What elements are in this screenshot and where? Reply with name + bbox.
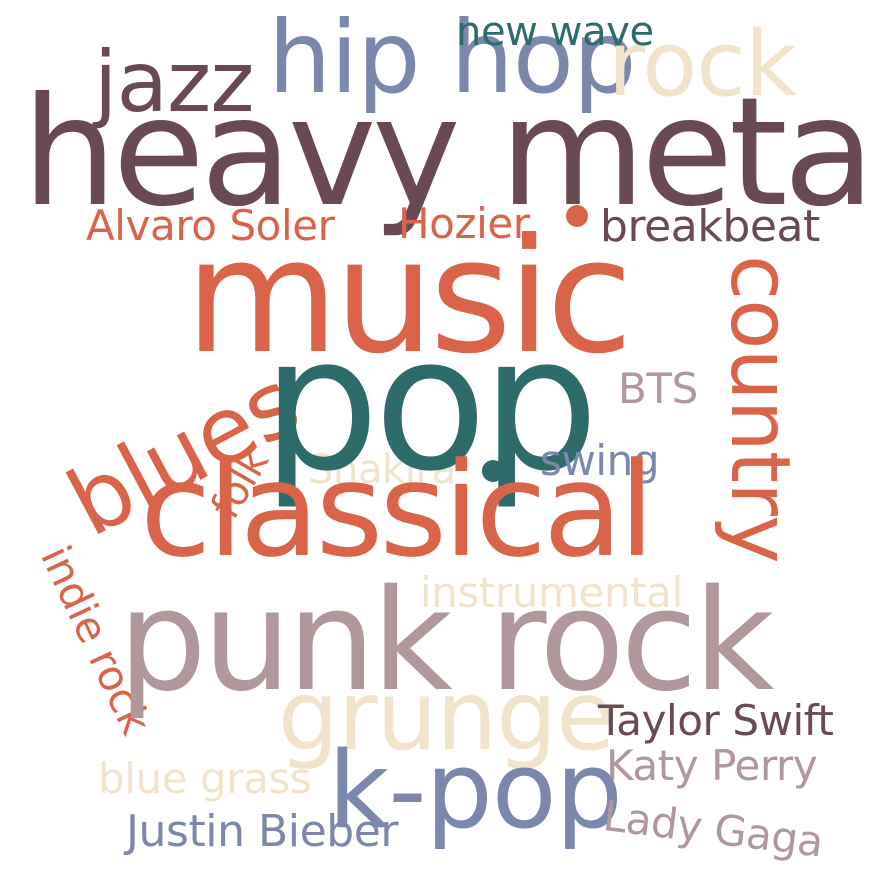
word-classical: classical — [140, 434, 655, 586]
word-country: country — [712, 255, 807, 563]
word-alvaro-soler: Alvaro Soler — [86, 201, 335, 250]
word-heavy-metal: heavy metal — [22, 66, 883, 240]
word-instrumental: instrumental — [420, 568, 683, 617]
word-swing: swing — [540, 436, 660, 485]
word-hozier: Hozier — [398, 199, 530, 248]
word-punk-rock: punk rock — [118, 560, 774, 723]
word-hip-hop: hip hop — [268, 0, 636, 116]
word-grunge: grunge — [278, 660, 615, 772]
word-shakira: Shakira — [308, 447, 456, 493]
decorative-dot — [482, 460, 504, 482]
word-pop: pop — [262, 296, 599, 512]
word-jazz: jazz — [94, 33, 254, 131]
word-lady-gaga: Lady Gaga — [600, 791, 826, 867]
word-k-pop: k-pop — [328, 729, 623, 852]
word-breakbeat: breakbeat — [600, 201, 820, 252]
word-new-wave: new wave — [456, 9, 654, 55]
word-bts: BTS — [618, 364, 698, 413]
word-rock: rock — [608, 12, 797, 117]
word-music: music — [185, 205, 633, 389]
word-taylor-swift: Taylor Swift — [598, 696, 834, 745]
word-katy-perry: Katy Perry — [606, 741, 818, 790]
decorative-dot — [566, 205, 588, 227]
word-justin-bieber: Justin Bieber — [126, 806, 398, 857]
word-blue-grass: blue grass — [98, 754, 312, 803]
